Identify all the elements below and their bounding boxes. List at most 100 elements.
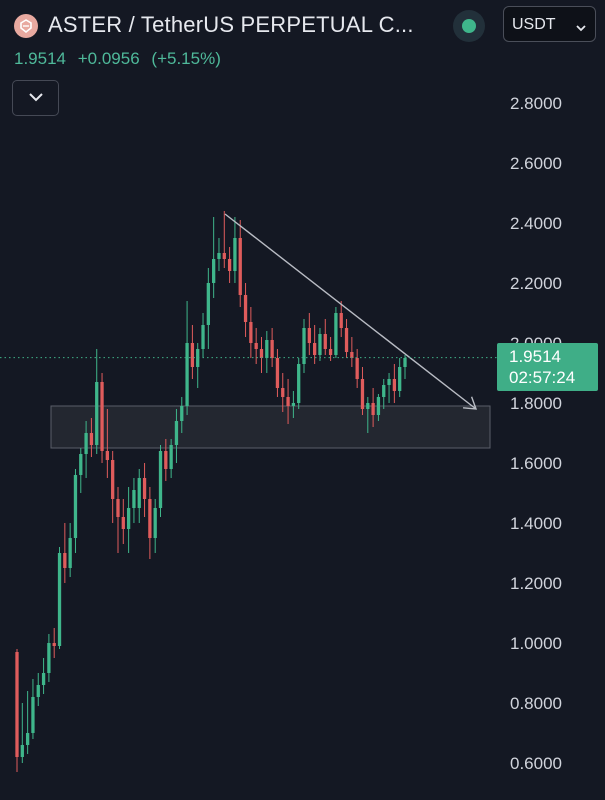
y-axis-tick-label: 1.4000 (510, 514, 562, 533)
candle (174, 409, 179, 463)
aster-logo-icon (14, 14, 38, 38)
candle (20, 703, 24, 763)
trendline (224, 213, 477, 410)
candle-body (318, 334, 322, 355)
candle-body (323, 334, 327, 349)
candle (158, 445, 163, 517)
support-zone (50, 405, 491, 449)
price-summary: 1.9514 +0.0956 (+5.15%) (14, 49, 228, 69)
candle-body (371, 403, 375, 415)
currency-select[interactable]: USDT (503, 6, 596, 42)
candle-body (196, 349, 200, 367)
candle-body (25, 733, 30, 745)
symbol-title[interactable]: ASTER / TetherUS PERPETUAL C... (48, 12, 414, 37)
candle (126, 487, 131, 553)
candle-body (116, 499, 120, 517)
candle (371, 388, 375, 427)
candle (217, 238, 221, 271)
candle-body (111, 460, 115, 499)
candle (41, 658, 46, 694)
candle (84, 421, 88, 478)
candle (164, 439, 168, 481)
candle-body (31, 697, 35, 733)
candle-body (100, 382, 104, 451)
candle-body (222, 253, 226, 259)
candle-body (307, 328, 311, 343)
candle-body (63, 553, 67, 568)
candle-body (84, 433, 88, 454)
candle (392, 364, 397, 403)
candle-body (68, 538, 72, 568)
candle (190, 325, 195, 379)
candle (334, 307, 338, 358)
candle-body (47, 643, 51, 673)
chevron-down-icon (28, 89, 44, 107)
candle (169, 439, 173, 478)
candle (201, 313, 205, 358)
candle-body (291, 403, 296, 406)
candle-body (243, 295, 248, 322)
candle (382, 379, 386, 409)
candle (344, 319, 349, 358)
candle-body (360, 379, 365, 409)
trendline-arrowhead (462, 396, 478, 410)
candle (25, 691, 30, 754)
currency-label: USDT (512, 16, 556, 33)
candle-body (126, 508, 131, 529)
y-axis-tick-label: 2.6000 (510, 154, 562, 173)
market-open-dot-icon (453, 10, 485, 42)
candle-body (36, 685, 40, 697)
last-price-label: 1.9514 02:57:24 (497, 343, 598, 391)
candle-body (382, 385, 386, 397)
chart-header: ASTER / TetherUS PERPETUAL C... USDT 1.9… (0, 0, 605, 116)
candle (185, 301, 189, 415)
candle (227, 247, 232, 283)
candle-body (344, 328, 349, 352)
candle-body (15, 652, 19, 757)
chevron-down-icon (575, 19, 587, 37)
candle (328, 337, 333, 361)
y-axis-tick-label: 1.2000 (510, 574, 562, 593)
candle (323, 319, 327, 355)
candle (376, 394, 381, 421)
candle-body (132, 490, 136, 508)
candle (121, 499, 125, 544)
candle (132, 478, 136, 523)
candle (52, 628, 56, 658)
price-change: +0.0956 (77, 49, 140, 68)
candle-body (286, 397, 290, 406)
candle-body (350, 352, 354, 358)
y-axis-tick-label: 1.8000 (510, 394, 562, 413)
candle-body (376, 397, 381, 415)
candle-body (339, 313, 343, 328)
candle-body (52, 643, 56, 646)
candle-body (169, 445, 173, 469)
candle-body (238, 238, 242, 295)
candle (95, 349, 99, 454)
candle-body (392, 379, 397, 391)
candle (275, 349, 280, 397)
candle-body (254, 343, 258, 349)
candle (148, 487, 152, 559)
candle-body (265, 340, 269, 358)
candle-countdown: 02:57:24 (509, 368, 576, 387)
candle (206, 268, 210, 349)
candle-body (281, 388, 285, 397)
candle-body (334, 313, 338, 355)
candle (116, 487, 120, 553)
candle-body (174, 421, 179, 445)
candle (350, 337, 354, 367)
candle-body (328, 349, 333, 355)
candle-body (57, 553, 62, 646)
candle (111, 451, 115, 523)
collapse-button[interactable] (12, 80, 59, 116)
candle (312, 325, 317, 364)
candle-body (73, 475, 78, 538)
candle (286, 379, 290, 424)
candle-body (403, 358, 407, 367)
y-axis-tick-label: 0.8000 (510, 694, 562, 713)
candle-body (95, 382, 99, 445)
candle-body (190, 343, 195, 367)
candle-body (105, 451, 110, 460)
